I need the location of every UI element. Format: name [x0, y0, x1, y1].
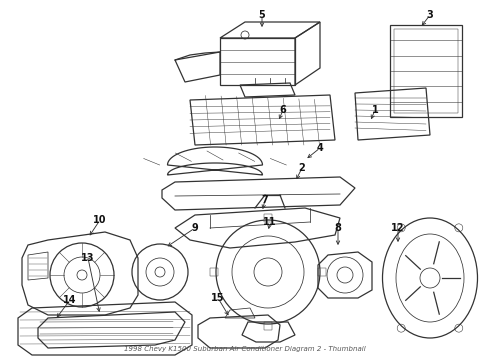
- Text: 1: 1: [371, 105, 378, 115]
- Circle shape: [420, 268, 440, 288]
- Text: 10: 10: [93, 215, 107, 225]
- Text: 5: 5: [259, 10, 266, 20]
- Text: 11: 11: [263, 217, 277, 227]
- Text: 14: 14: [63, 295, 77, 305]
- Text: 3: 3: [427, 10, 433, 20]
- Text: 4: 4: [317, 143, 323, 153]
- Text: 8: 8: [335, 223, 342, 233]
- Text: 2: 2: [298, 163, 305, 173]
- Text: 12: 12: [391, 223, 405, 233]
- Text: 1998 Chevy K1500 Suburban Air Conditioner Diagram 2 - Thumbnail: 1998 Chevy K1500 Suburban Air Conditione…: [124, 346, 366, 352]
- Text: 7: 7: [262, 195, 269, 205]
- Text: 13: 13: [81, 253, 95, 263]
- Text: 15: 15: [211, 293, 225, 303]
- Text: 9: 9: [192, 223, 198, 233]
- Circle shape: [77, 270, 87, 280]
- Text: 6: 6: [280, 105, 286, 115]
- Circle shape: [155, 267, 165, 277]
